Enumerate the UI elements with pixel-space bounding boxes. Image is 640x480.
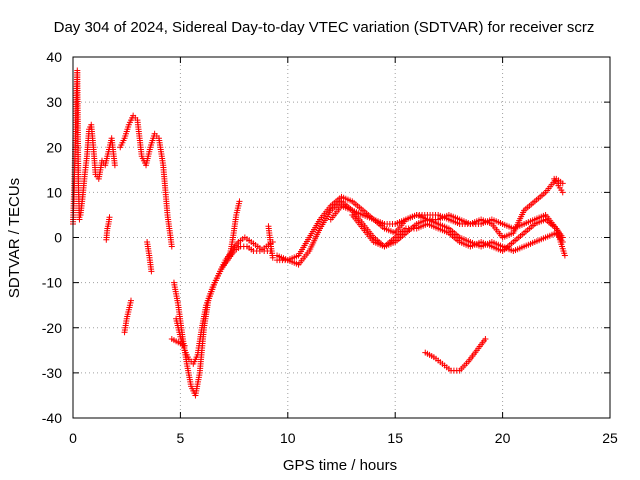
x-tick-label: 10 xyxy=(280,430,296,446)
data-point xyxy=(127,297,134,304)
y-tick-label: -40 xyxy=(42,410,62,426)
data-point xyxy=(168,243,175,250)
data-point xyxy=(148,268,155,275)
y-tick-label: 20 xyxy=(46,139,62,155)
series-afternoon-dropout xyxy=(422,336,489,374)
x-tick-label: 15 xyxy=(387,430,403,446)
series-early-spike xyxy=(70,67,83,227)
data-point xyxy=(106,214,113,221)
y-tick-label: -20 xyxy=(42,320,62,336)
series-late-tail xyxy=(551,175,566,196)
x-tick-label: 20 xyxy=(495,430,511,446)
x-tick-label: 5 xyxy=(177,430,185,446)
series-midday-c xyxy=(327,175,566,241)
series-midday-d xyxy=(349,211,568,259)
series-dropout-1-6h xyxy=(103,214,113,243)
x-axis-title: GPS time / hours xyxy=(283,457,397,474)
y-tick-label: 40 xyxy=(46,49,62,65)
data-point xyxy=(561,252,568,259)
series-dropout-2-5h xyxy=(121,297,134,336)
y-tick-label: 10 xyxy=(46,184,62,200)
y-axis-title: SDTVAR / TECUs xyxy=(6,178,23,298)
plot-frame xyxy=(72,56,611,419)
series-dropout-3-5h xyxy=(144,239,155,275)
data-point xyxy=(559,180,566,187)
data-point xyxy=(111,162,118,169)
y-tick-label: -30 xyxy=(42,365,62,381)
data-point xyxy=(236,198,243,205)
y-tick-label: 30 xyxy=(46,94,62,110)
series-spike-9-2h xyxy=(265,223,276,261)
x-tick-label: 0 xyxy=(69,430,77,446)
chart-title: Day 304 of 2024, Sidereal Day-to-day VTE… xyxy=(54,19,595,36)
series-morning-rise xyxy=(117,112,175,250)
data-point xyxy=(76,216,83,223)
data-point xyxy=(559,189,566,196)
y-tick-label: -10 xyxy=(42,275,62,291)
series-trough-b xyxy=(173,234,274,367)
series-early-cluster xyxy=(77,121,118,218)
series-spike-7-7h xyxy=(226,198,243,259)
data-point xyxy=(181,342,188,349)
data-points xyxy=(70,67,568,399)
series-tail-4-6h xyxy=(168,336,188,349)
data-point xyxy=(269,254,276,261)
x-tick-label: 25 xyxy=(602,430,618,446)
axis-ticks: 0 5 10 15 20 25 -40 -30 -20 -10 0 10 20 30 40 xyxy=(42,49,618,446)
y-tick-label: 0 xyxy=(54,230,62,246)
grid-lines xyxy=(73,57,610,418)
data-point xyxy=(482,336,489,343)
